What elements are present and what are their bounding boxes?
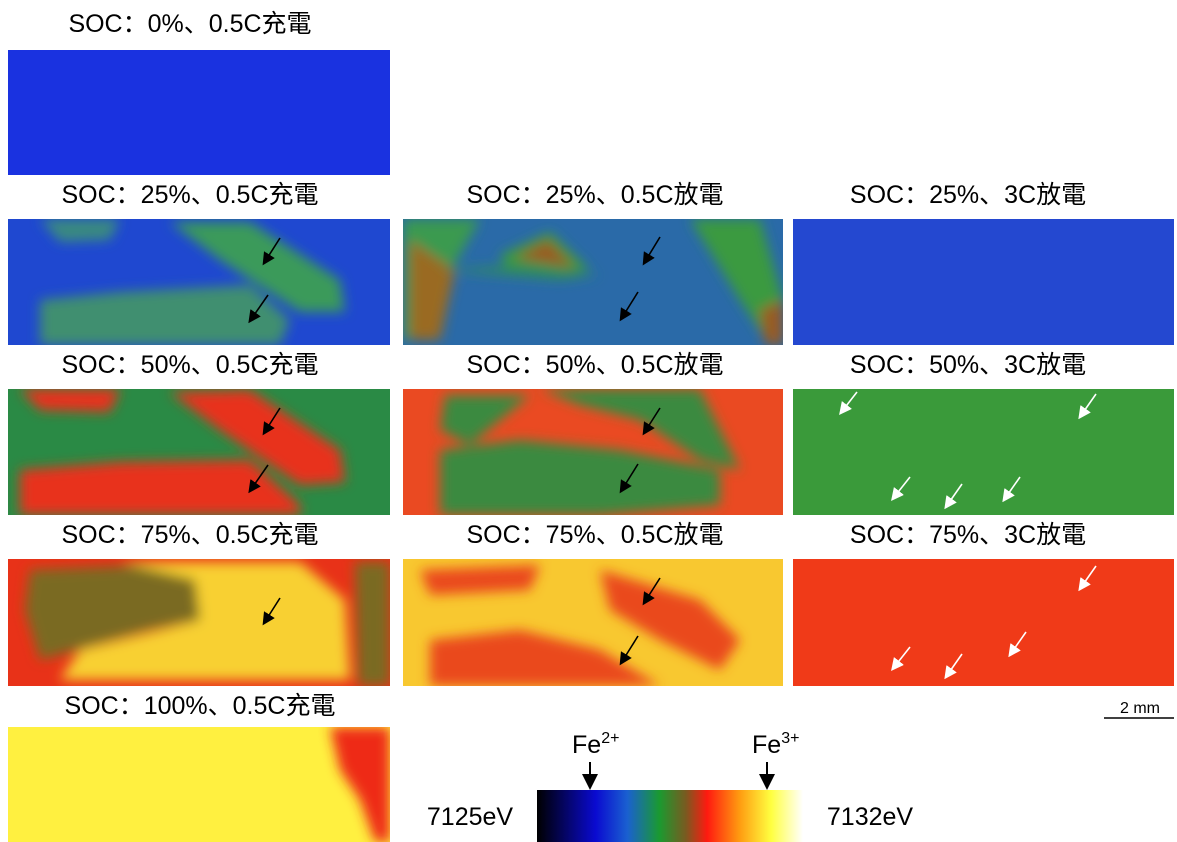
map-image — [403, 219, 783, 345]
marker-base: Fe — [572, 731, 601, 759]
map-image — [793, 559, 1174, 686]
panel-label: SOC：25%、0.5C充電 — [61, 181, 318, 209]
marker-base: Fe — [752, 731, 781, 759]
map-image — [8, 50, 390, 175]
panel-label: SOC：75%、0.5C放電 — [466, 521, 723, 549]
panel-label: SOC：50%、0.5C充電 — [61, 351, 318, 379]
map-image — [403, 389, 783, 515]
panel-label: SOC：25%、0.5C放電 — [466, 181, 723, 209]
map-image — [793, 389, 1174, 515]
panel-label: SOC：0%、0.5C充電 — [68, 10, 311, 38]
colorbar-min-label: 7125eV — [427, 803, 514, 831]
colorbar-marker-label: Fe3+ — [752, 730, 799, 759]
panel-label: SOC：75%、0.5C充電 — [61, 521, 318, 549]
scale-bar-label: 2 mm — [1120, 700, 1160, 717]
marker-sup: 3+ — [781, 730, 799, 747]
map-image — [8, 727, 390, 842]
colorbar-marker-label: Fe2+ — [572, 730, 619, 759]
map-image — [403, 559, 783, 686]
panel-label: SOC：50%、3C放電 — [850, 351, 1086, 379]
map-image — [8, 559, 390, 686]
colorbar-max-label: 7132eV — [827, 803, 914, 831]
map-image — [8, 219, 390, 345]
panel-label: SOC：100%、0.5C充電 — [65, 692, 336, 720]
figure: SOC：0%、0.5C充電 SOC：25%、0.5C充電 SOC：25%、0.5… — [0, 0, 1177, 842]
panel-label: SOC：75%、3C放電 — [850, 521, 1086, 549]
colorbar — [537, 790, 803, 842]
panel-label: SOC：50%、0.5C放電 — [466, 351, 723, 379]
map-image — [8, 389, 390, 515]
map-image — [793, 219, 1174, 345]
marker-sup: 2+ — [601, 730, 619, 747]
panel-label: SOC：25%、3C放電 — [850, 181, 1086, 209]
